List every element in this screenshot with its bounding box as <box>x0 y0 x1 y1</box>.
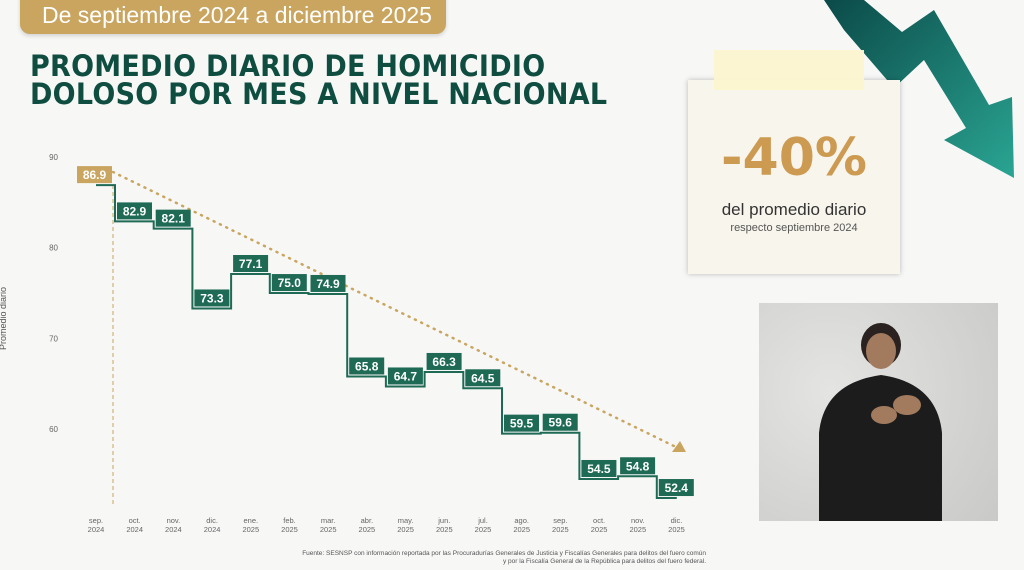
data-label: 59.5 <box>510 417 534 431</box>
data-label-box <box>542 413 578 431</box>
page-title: PROMEDIO DIARIO DE HOMICIDIO DOLOSO POR M… <box>30 49 608 111</box>
data-label-box <box>117 202 152 220</box>
x-tick-label: 2024 <box>204 525 221 534</box>
trend-down-arrow-icon <box>824 0 1014 178</box>
data-label: 52.4 <box>665 481 689 495</box>
period-text: De septiembre 2024 a diciembre 2025 <box>42 2 432 28</box>
x-tick-label: 2025 <box>242 525 259 534</box>
x-tick-label: 2025 <box>320 525 337 534</box>
x-tick-label: jun. <box>437 516 450 525</box>
trend-dotted-line <box>111 170 680 450</box>
x-tick-label: 2025 <box>436 525 453 534</box>
x-tick-label: ene. <box>243 516 258 525</box>
interpreter-figure <box>819 323 942 521</box>
data-label: 65.8 <box>355 359 379 373</box>
x-tick-label: ago. <box>514 516 529 525</box>
x-tick-label: 2025 <box>475 525 492 534</box>
data-label: 86.9 <box>83 168 107 182</box>
x-tick-label: 2025 <box>668 525 685 534</box>
data-label-box <box>387 367 423 385</box>
data-label: 75.0 <box>278 276 302 290</box>
x-tick-label: jul. <box>477 516 488 525</box>
x-tick-label: nov. <box>167 516 181 525</box>
x-tick-label: 2025 <box>281 525 298 534</box>
source-note: Fuente: SESNSP con información reportada… <box>302 550 706 566</box>
y-tick-label: 80 <box>49 244 58 253</box>
x-tick-label: sep. <box>89 516 103 525</box>
data-label-box <box>581 459 617 477</box>
x-tick-label: dic. <box>206 516 218 525</box>
data-label-box <box>349 357 385 375</box>
source-line-2: y por la Fiscalía General de la Repúblic… <box>502 558 706 565</box>
data-label-box <box>465 369 501 387</box>
x-tick-label: mar. <box>321 516 336 525</box>
data-label: 82.9 <box>123 204 147 218</box>
data-label-box <box>194 289 230 307</box>
data-label-box <box>77 166 112 184</box>
x-tick-label: 2024 <box>165 525 182 534</box>
data-label-box <box>155 209 191 227</box>
callout-card <box>688 80 900 274</box>
data-label: 64.7 <box>394 369 418 383</box>
title-line-2: DOLOSO POR MES A NIVEL NACIONAL <box>30 77 608 111</box>
callout-percent: -40% <box>720 128 868 188</box>
y-tick-label: 60 <box>49 425 58 434</box>
data-label: 73.3 <box>200 291 224 305</box>
data-label: 64.5 <box>471 371 495 385</box>
x-tick-label: may. <box>398 516 414 525</box>
trend-arrowhead-icon <box>672 441 686 452</box>
source-line-1: Fuente: SESNSP con información reportada… <box>302 550 706 557</box>
data-label-box <box>310 274 346 292</box>
data-label-box <box>620 457 656 475</box>
data-label-box <box>658 479 694 497</box>
data-label: 54.5 <box>587 462 611 476</box>
x-tick-label: 2025 <box>513 525 530 534</box>
period-banner: De septiembre 2024 a diciembre 2025 <box>20 0 446 34</box>
title-line-1: PROMEDIO DIARIO DE HOMICIDIO <box>30 49 546 83</box>
y-tick-label: 90 <box>49 153 58 162</box>
x-tick-label: 2025 <box>552 525 569 534</box>
data-label-box <box>426 352 462 370</box>
x-tick-label: dic. <box>671 516 683 525</box>
data-label: 59.6 <box>549 416 573 430</box>
data-label-box <box>233 255 269 273</box>
x-tick-label: feb. <box>283 516 296 525</box>
data-label-box <box>504 414 539 432</box>
x-tick-label: 2024 <box>88 525 105 534</box>
tape-decoration <box>714 50 864 90</box>
x-tick-label: 2024 <box>126 525 143 534</box>
data-label: 77.1 <box>239 257 263 271</box>
x-tick-label: 2025 <box>359 525 376 534</box>
x-tick-label: abr. <box>361 516 374 525</box>
data-label: 82.1 <box>162 212 186 226</box>
data-label: 74.9 <box>316 277 340 291</box>
y-tick-label: 70 <box>49 334 58 343</box>
x-tick-label: oct. <box>593 516 605 525</box>
x-tick-label: 2025 <box>591 525 608 534</box>
callout-line2: respecto septiembre 2024 <box>730 222 858 234</box>
sign-language-interpreter-video <box>759 303 998 521</box>
x-tick-label: 2025 <box>397 525 414 534</box>
x-tick-label: nov. <box>631 516 645 525</box>
x-tick-label: sep. <box>553 516 567 525</box>
callout-line1: del promedio diario <box>721 200 867 219</box>
x-tick-label: 2025 <box>629 525 646 534</box>
data-label: 54.8 <box>626 459 650 473</box>
data-label: 66.3 <box>432 355 456 369</box>
data-label-box <box>271 274 307 292</box>
x-tick-label: oct. <box>129 516 141 525</box>
step-line <box>96 184 677 500</box>
